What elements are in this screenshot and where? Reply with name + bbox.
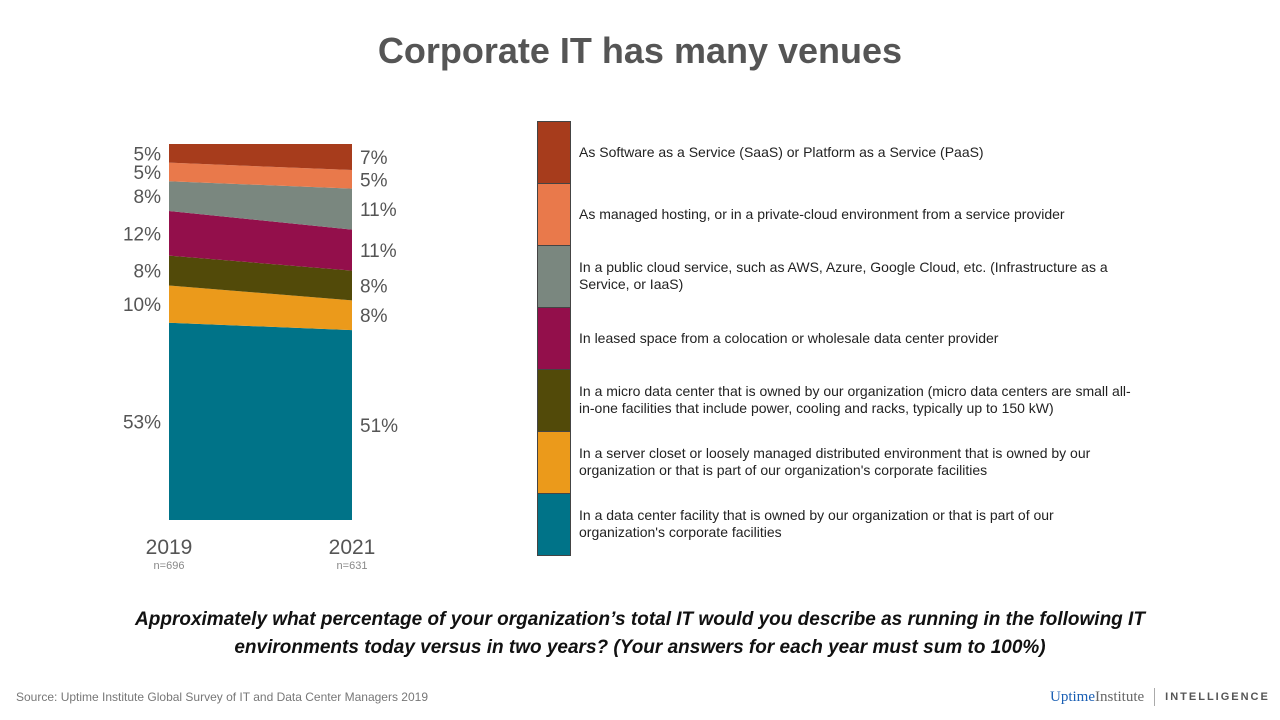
legend-item: In a data center facility that is owned … [537, 492, 1157, 556]
area-band [169, 181, 352, 230]
legend-swatch [537, 245, 571, 307]
legend-swatch [537, 307, 571, 369]
legend-item: In leased space from a colocation or who… [537, 307, 1157, 369]
source-note: Source: Uptime Institute Global Survey o… [16, 690, 428, 704]
legend-item: As Software as a Service (SaaS) or Platf… [537, 121, 1157, 183]
data-label: 8% [134, 262, 162, 283]
area-band [169, 322, 352, 520]
area-band [169, 211, 352, 271]
legend-item: In a public cloud service, such as AWS, … [537, 245, 1157, 307]
legend-swatch [537, 121, 571, 183]
x-tick-label: 2019 [146, 536, 193, 559]
data-label: 5% [134, 144, 162, 165]
data-label: 12% [123, 224, 161, 245]
data-label: 7% [360, 148, 388, 169]
data-label: 51% [360, 416, 398, 437]
area-band [169, 144, 352, 171]
data-label: 5% [360, 170, 388, 191]
legend: As Software as a Service (SaaS) or Platf… [537, 121, 1157, 556]
area-band [169, 255, 352, 301]
legend-item: In a server closet or loosely managed di… [537, 431, 1157, 493]
legend-label: In a data center facility that is owned … [579, 507, 1054, 540]
x-tick-label: 2021 [329, 536, 376, 559]
data-label: 11% [360, 200, 397, 221]
legend-swatch [537, 492, 571, 556]
data-label: 11% [360, 241, 397, 262]
legend-swatch [537, 369, 571, 431]
page-title: Corporate IT has many venues [377, 30, 903, 71]
sample-size-label: n=631 [337, 560, 368, 572]
legend-label: In a micro data center that is owned by … [579, 383, 1131, 416]
area-band [169, 162, 352, 189]
legend-item: In a micro data center that is owned by … [537, 369, 1157, 431]
legend-label: As Software as a Service (SaaS) or Platf… [579, 143, 984, 160]
legend-label: In leased space from a colocation or who… [579, 329, 999, 346]
legend-swatch [537, 431, 571, 493]
legend-item: As managed hosting, or in a private-clou… [537, 183, 1157, 245]
stacked-area-chart: 53% 51%10%8%8%8%12%11%8%11%5% 5%5% 7%2019n=… [123, 144, 398, 572]
data-label: 8% [360, 276, 388, 297]
uptime-logo: Uptime Institute INTELLIGENCE [1050, 688, 1270, 706]
legend-swatch [537, 183, 571, 245]
data-label: 10% [123, 295, 161, 316]
data-label: 8% [360, 306, 388, 327]
sample-size-label: n=696 [154, 560, 185, 572]
legend-label: As managed hosting, or in a private-clou… [579, 205, 1065, 222]
legend-label: In a server closet or loosely managed di… [579, 445, 1091, 478]
logo-division: INTELLIGENCE [1165, 691, 1270, 703]
data-label: 5% [134, 163, 162, 184]
logo-brand: Uptime [1050, 688, 1095, 705]
data-label: 8% [134, 187, 162, 208]
logo-brand-suffix: Institute [1095, 688, 1145, 705]
legend-label: In a public cloud service, such as AWS, … [579, 259, 1108, 292]
data-label: 53% [123, 412, 161, 433]
logo-divider [1154, 688, 1156, 706]
survey-question: Approximately what percentage of your or… [135, 609, 1145, 658]
